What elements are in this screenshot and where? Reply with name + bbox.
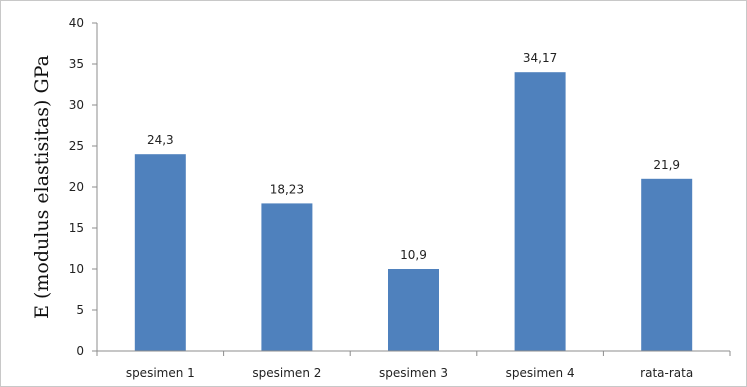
data-label: 21,9 — [653, 158, 680, 172]
bar-spesimen-4 — [514, 72, 566, 351]
y-tick-label: 40 — [69, 16, 84, 30]
y-tick-label: 5 — [76, 303, 84, 317]
y-axis-title: E (modulus elastisitas) GPa — [31, 55, 53, 319]
data-labels: 24,3 18,23 10,9 34,17 21,9 — [147, 51, 680, 262]
data-label: 24,3 — [147, 133, 174, 147]
y-axis-tick-labels: 0 5 10 15 20 25 30 35 40 — [69, 16, 84, 358]
data-label: 34,17 — [523, 51, 557, 65]
x-tick-label: spesimen 1 — [126, 366, 195, 380]
bar-spesimen-1 — [134, 154, 186, 351]
bars — [134, 72, 693, 351]
bar-spesimen-2 — [261, 203, 313, 351]
x-tick-label: spesimen 2 — [252, 366, 321, 380]
x-axis-tick-labels: spesimen 1 spesimen 2 spesimen 3 spesimen 4… — [126, 366, 693, 380]
data-label: 10,9 — [400, 248, 427, 262]
data-label: 18,23 — [270, 182, 304, 196]
y-tick-label: 30 — [69, 98, 84, 112]
bar-spesimen-3 — [388, 269, 439, 351]
y-tick-label: 10 — [69, 262, 84, 276]
x-tick-label: rata-rata — [640, 366, 693, 380]
y-axis-ticks — [92, 22, 731, 356]
bar-rata-rata — [641, 178, 693, 351]
y-tick-label: 35 — [69, 57, 84, 71]
x-tick-label: spesimen 4 — [506, 366, 575, 380]
y-tick-label: 0 — [76, 344, 84, 358]
y-tick-label: 20 — [69, 180, 84, 194]
y-tick-label: 25 — [69, 139, 84, 153]
y-tick-label: 15 — [69, 221, 84, 235]
x-tick-label: spesimen 3 — [379, 366, 448, 380]
